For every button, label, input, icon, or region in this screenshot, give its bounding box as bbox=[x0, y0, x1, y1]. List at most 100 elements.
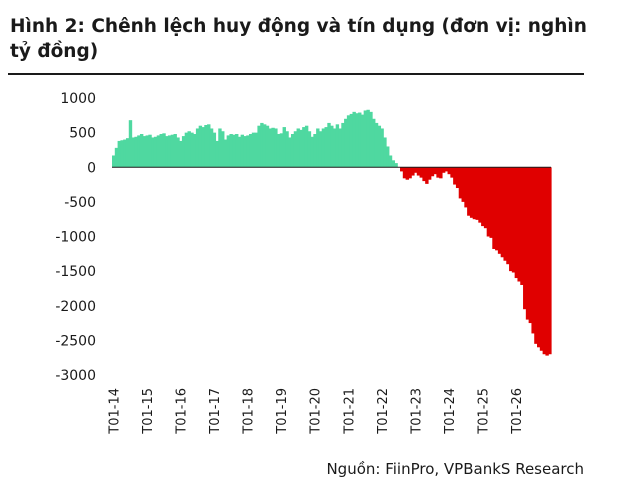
bar bbox=[209, 128, 214, 168]
bar bbox=[212, 132, 217, 168]
bar bbox=[514, 167, 519, 279]
bar bbox=[195, 128, 200, 168]
bar bbox=[332, 128, 337, 168]
bar bbox=[427, 167, 432, 180]
bar bbox=[548, 167, 552, 355]
bar bbox=[394, 163, 398, 168]
bar bbox=[358, 112, 362, 168]
bar bbox=[509, 167, 513, 272]
bar bbox=[366, 109, 370, 168]
bar bbox=[204, 125, 208, 168]
bar bbox=[117, 140, 121, 168]
bar bbox=[235, 134, 239, 168]
bar bbox=[447, 167, 451, 175]
bar bbox=[293, 131, 298, 168]
bar bbox=[316, 128, 320, 168]
bar bbox=[153, 136, 158, 168]
bar bbox=[290, 134, 295, 168]
bar bbox=[254, 132, 259, 168]
bar bbox=[139, 134, 144, 168]
bar bbox=[497, 167, 502, 254]
bar bbox=[464, 167, 468, 208]
bar bbox=[310, 136, 314, 168]
bar bbox=[495, 167, 499, 251]
bar bbox=[475, 167, 479, 220]
bar bbox=[148, 134, 152, 168]
x-tick-label: T01-17 bbox=[208, 388, 223, 435]
bar bbox=[128, 120, 133, 168]
bar bbox=[363, 110, 368, 168]
bar bbox=[453, 167, 457, 185]
bar bbox=[408, 167, 412, 179]
bar bbox=[537, 167, 541, 348]
bar bbox=[455, 167, 460, 189]
bar bbox=[492, 167, 496, 249]
bar bbox=[400, 167, 404, 172]
bar bbox=[176, 137, 180, 168]
x-tick-label: T01-19 bbox=[275, 388, 290, 435]
bar bbox=[327, 122, 331, 168]
bar bbox=[344, 118, 348, 168]
bar bbox=[520, 167, 524, 285]
bar bbox=[330, 125, 334, 168]
bar bbox=[226, 135, 231, 168]
y-tick-label: -2000 bbox=[55, 299, 96, 315]
bar bbox=[324, 127, 328, 168]
y-tick-label: -1000 bbox=[55, 230, 96, 246]
bar bbox=[232, 134, 236, 168]
x-tick-label: T01-22 bbox=[376, 388, 391, 435]
bar bbox=[237, 136, 242, 168]
bar bbox=[380, 128, 384, 168]
bar bbox=[173, 134, 177, 168]
bar bbox=[162, 133, 166, 168]
bar bbox=[416, 167, 421, 176]
bar bbox=[229, 134, 233, 168]
bar bbox=[313, 134, 317, 168]
bar bbox=[458, 167, 463, 199]
bar bbox=[525, 167, 530, 320]
bar bbox=[170, 134, 175, 168]
bar bbox=[500, 167, 505, 258]
bar bbox=[517, 167, 521, 282]
bar bbox=[545, 167, 549, 356]
bar bbox=[184, 132, 189, 168]
bar bbox=[360, 114, 365, 168]
bar bbox=[436, 167, 440, 178]
x-tick-label: T01-25 bbox=[477, 388, 492, 435]
bar bbox=[307, 131, 312, 168]
bar bbox=[218, 128, 222, 168]
y-tick-label: -500 bbox=[64, 195, 96, 211]
x-tick-label: T01-23 bbox=[409, 388, 424, 435]
y-tick-label: -3000 bbox=[55, 368, 96, 384]
bar bbox=[523, 167, 527, 310]
bar bbox=[539, 167, 544, 351]
bar bbox=[511, 167, 516, 273]
bar bbox=[240, 134, 245, 168]
y-tick-label: -1500 bbox=[55, 264, 96, 280]
bar bbox=[145, 135, 149, 168]
x-tick-label: T01-21 bbox=[342, 388, 357, 435]
bar bbox=[372, 118, 376, 168]
x-tick-label: T01-15 bbox=[141, 388, 156, 435]
bar bbox=[223, 139, 228, 168]
bar bbox=[246, 135, 250, 168]
bar bbox=[193, 134, 197, 168]
bar bbox=[285, 131, 289, 168]
bar bbox=[483, 167, 488, 229]
bar bbox=[503, 167, 507, 261]
bar bbox=[469, 167, 474, 218]
bar bbox=[268, 128, 272, 168]
bar bbox=[123, 139, 127, 168]
bar bbox=[120, 140, 124, 168]
bar bbox=[187, 131, 191, 168]
x-tick-label: T01-18 bbox=[242, 388, 257, 435]
bar bbox=[481, 167, 485, 227]
bar bbox=[137, 135, 141, 168]
bar bbox=[207, 124, 211, 168]
bar bbox=[260, 122, 264, 168]
figure-title: Hình 2: Chênh lệch huy động và tín dụng … bbox=[10, 16, 587, 62]
bar bbox=[114, 147, 119, 168]
bar bbox=[341, 122, 345, 168]
bar bbox=[243, 136, 247, 168]
source-note: Nguồn: FiinPro, VPBankS Research bbox=[326, 460, 584, 478]
